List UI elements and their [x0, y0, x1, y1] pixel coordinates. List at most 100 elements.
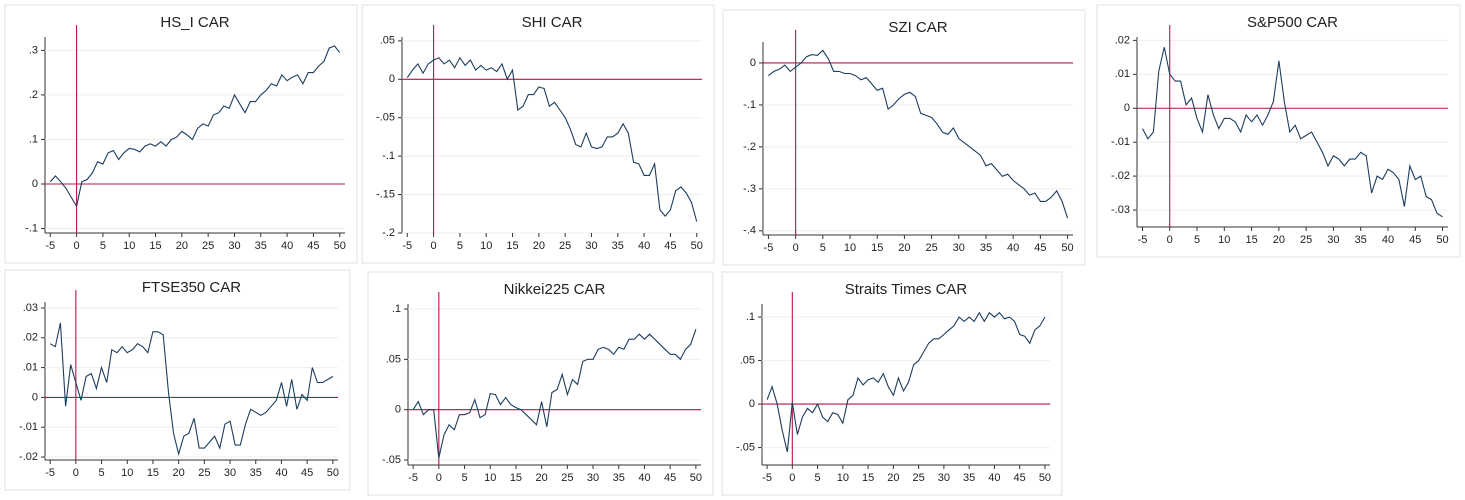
y-tick-label: .2 — [29, 89, 38, 101]
x-tick-label: 25 — [925, 242, 937, 254]
panel — [722, 9, 1086, 266]
y-tick-label: -.1 — [382, 150, 395, 162]
x-tick-label: 35 — [613, 472, 625, 484]
panel — [721, 271, 1063, 496]
panel — [367, 271, 714, 496]
x-tick-label: 5 — [815, 472, 821, 484]
y-tick-label: -.2 — [743, 141, 756, 153]
x-tick-label: -5 — [402, 240, 412, 252]
y-tick-label: -.3 — [743, 183, 756, 195]
car-line — [768, 49, 1069, 219]
y-tick-label: .1 — [392, 303, 401, 315]
x-tick-label: 40 — [988, 472, 1000, 484]
y-tick-label: .01 — [23, 361, 38, 373]
x-tick-label: 45 — [664, 472, 676, 484]
x-tick-label: 20 — [898, 242, 910, 254]
x-tick-label: 50 — [1436, 234, 1448, 246]
x-tick-label: 25 — [561, 472, 573, 484]
x-tick-label: 5 — [100, 240, 106, 252]
y-tick-label: .1 — [746, 311, 755, 323]
x-tick-label: 35 — [980, 242, 992, 254]
y-tick-label: -.4 — [743, 225, 756, 237]
x-tick-label: 0 — [74, 240, 80, 252]
y-tick-label: -.02 — [1111, 170, 1130, 182]
y-tick-label: -.03 — [1111, 204, 1130, 216]
y-tick-label: -.05 — [376, 112, 395, 124]
x-tick-label: 10 — [844, 242, 856, 254]
y-tick-label: .02 — [1115, 34, 1130, 46]
chart-title: Nikkei225 CAR — [504, 281, 606, 298]
x-tick-label: 0 — [1167, 234, 1173, 246]
x-tick-label: 35 — [612, 240, 624, 252]
x-tick-label: 30 — [585, 240, 597, 252]
x-tick-label: 45 — [1409, 234, 1421, 246]
x-tick-label: 30 — [953, 242, 965, 254]
y-tick-label: -.05 — [382, 454, 401, 466]
chart-title: Straits Times CAR — [845, 281, 968, 298]
x-tick-label: 10 — [480, 240, 492, 252]
x-tick-label: 25 — [198, 467, 210, 479]
car-line — [412, 329, 697, 459]
y-tick-label: -.01 — [1111, 136, 1130, 148]
x-tick-label: 45 — [664, 240, 676, 252]
x-tick-label: 20 — [1273, 234, 1285, 246]
x-tick-label: 35 — [255, 240, 267, 252]
x-tick-label: 45 — [1034, 242, 1046, 254]
x-tick-label: 25 — [202, 240, 214, 252]
x-tick-label: 10 — [123, 240, 135, 252]
x-tick-label: 30 — [224, 467, 236, 479]
x-tick-label: 25 — [559, 240, 571, 252]
x-tick-label: 15 — [149, 240, 161, 252]
x-tick-label: 35 — [1355, 234, 1367, 246]
car-line — [766, 311, 1046, 453]
y-tick-label: .05 — [380, 35, 395, 47]
y-tick-label: -.15 — [376, 188, 395, 200]
x-tick-label: 50 — [327, 467, 339, 479]
x-tick-label: 20 — [533, 240, 545, 252]
y-tick-label: 0 — [32, 391, 38, 403]
y-tick-label: .02 — [23, 332, 38, 344]
car-line — [49, 322, 334, 457]
x-tick-label: 10 — [837, 472, 849, 484]
x-tick-label: -5 — [764, 242, 774, 254]
x-tick-label: 0 — [436, 472, 442, 484]
y-tick-label: -.1 — [25, 222, 38, 234]
x-tick-label: 40 — [638, 240, 650, 252]
y-tick-label: .05 — [386, 353, 401, 365]
y-tick-label: .03 — [23, 302, 38, 314]
y-tick-label: -.01 — [19, 421, 38, 433]
chart-title: FTSE350 CAR — [142, 279, 241, 296]
y-tick-label: .01 — [1115, 68, 1130, 80]
x-tick-label: 20 — [536, 472, 548, 484]
x-tick-label: 5 — [1194, 234, 1200, 246]
y-tick-label: -.1 — [743, 99, 756, 111]
x-tick-label: 25 — [1300, 234, 1312, 246]
x-tick-label: 40 — [275, 467, 287, 479]
x-tick-label: 25 — [913, 472, 925, 484]
x-tick-label: 40 — [638, 472, 650, 484]
y-tick-label: .1 — [29, 133, 38, 145]
x-tick-label: -5 — [408, 472, 418, 484]
car-line — [406, 56, 698, 222]
x-tick-label: -5 — [762, 472, 772, 484]
x-tick-label: 5 — [820, 242, 826, 254]
x-tick-label: 30 — [587, 472, 599, 484]
chart-title: S&P500 CAR — [1247, 14, 1338, 31]
x-tick-label: 0 — [431, 240, 437, 252]
x-tick-label: 45 — [307, 240, 319, 252]
x-tick-label: 20 — [176, 240, 188, 252]
x-tick-label: 50 — [1061, 242, 1073, 254]
x-tick-label: -5 — [45, 240, 55, 252]
y-tick-label: 0 — [1124, 102, 1130, 114]
x-tick-label: 40 — [1007, 242, 1019, 254]
y-tick-label: 0 — [389, 73, 395, 85]
x-tick-label: 30 — [1327, 234, 1339, 246]
panel — [1096, 4, 1461, 258]
y-tick-label: -.02 — [19, 451, 38, 463]
chart-title: SHI CAR — [522, 14, 583, 31]
y-tick-label: .05 — [740, 354, 755, 366]
x-tick-label: 15 — [506, 240, 518, 252]
car-line — [1142, 47, 1443, 218]
x-tick-label: 0 — [73, 467, 79, 479]
